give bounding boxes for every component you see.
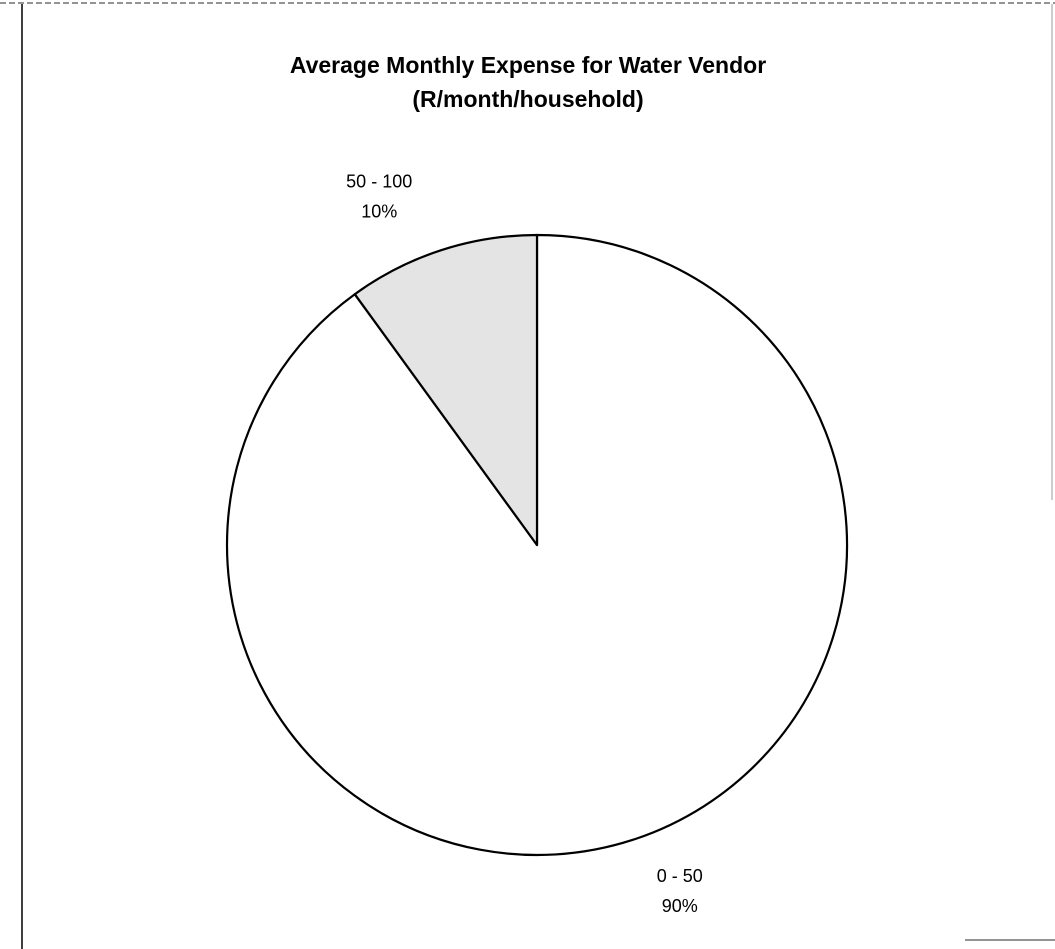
slice-category-label: 0 - 50 bbox=[657, 866, 703, 886]
slice-value-label: 10% bbox=[361, 202, 397, 222]
pie-slice bbox=[353, 233, 539, 547]
slice-category-label: 50 - 100 bbox=[346, 172, 412, 192]
slice-value-label: 90% bbox=[662, 896, 698, 916]
chart-title: Average Monthly Expense for Water Vendor bbox=[290, 52, 766, 78]
chart-subtitle: (R/month/household) bbox=[412, 86, 643, 112]
